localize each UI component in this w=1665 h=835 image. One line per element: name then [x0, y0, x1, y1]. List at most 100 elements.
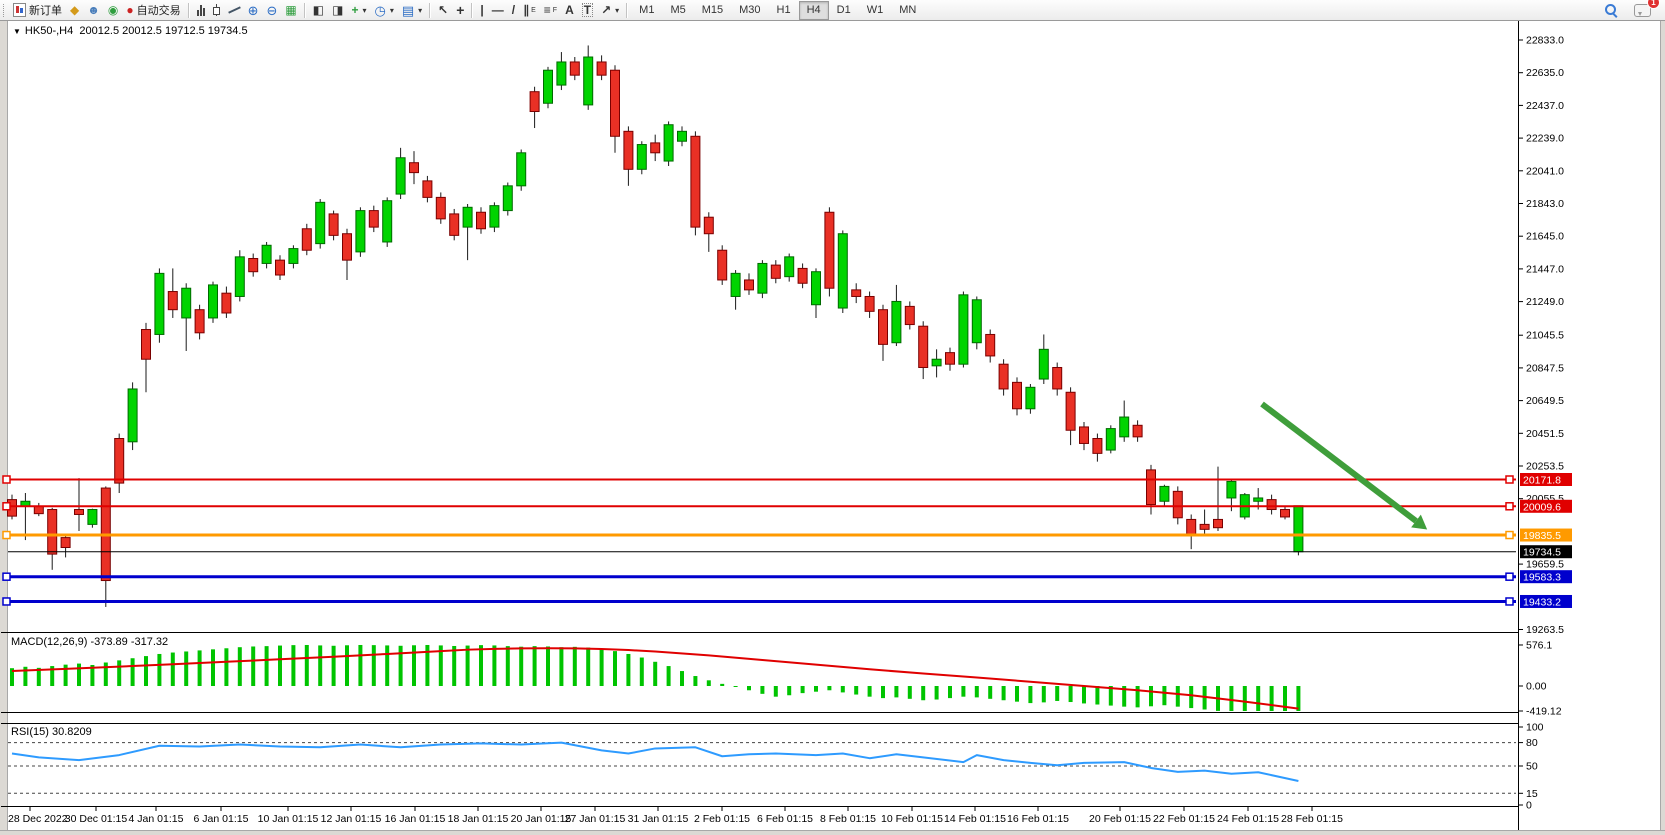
fibonacci-button[interactable]: ≡ F — [543, 3, 558, 17]
autotrade-button[interactable]: ● 自动交易 — [122, 1, 184, 19]
line-anchor[interactable] — [1505, 597, 1514, 606]
notifications-button[interactable]: 1 — [1630, 0, 1660, 19]
window-bottom-border — [0, 830, 1665, 835]
collapse-arrow-icon[interactable]: ▼ — [13, 27, 21, 36]
candlestick-chart-button[interactable] — [209, 1, 224, 19]
chevron-down-icon: ▾ — [418, 5, 423, 15]
date-label: 12 Jan 01:15 — [321, 813, 382, 825]
svg-text:20009.6: 20009.6 — [1523, 501, 1561, 513]
price-line-19835.5[interactable] — [2, 530, 1516, 540]
zoom-out-icon: ⊖ — [266, 2, 278, 18]
timeframe-M5[interactable]: M5 — [670, 4, 686, 16]
svg-text:-419.12: -419.12 — [1526, 706, 1562, 718]
chevron-down-icon: ▾ — [362, 5, 367, 15]
metaeditor-button[interactable]: ◆ — [66, 1, 83, 19]
new-order-button[interactable]: 新订单 — [9, 1, 66, 19]
price-line-19583.3[interactable] — [2, 572, 1516, 581]
date-label: 20 Jan 01:15 — [511, 813, 572, 825]
zoom-in-button[interactable]: ⊕ — [244, 1, 263, 19]
add-indicator-icon: + — [351, 3, 359, 17]
line-anchor[interactable] — [2, 530, 11, 540]
timeframe-W1[interactable]: W1 — [866, 4, 884, 16]
price-line-20009.6[interactable] — [2, 502, 1516, 511]
svg-text:21045.5: 21045.5 — [1526, 330, 1564, 342]
svg-text:21447.0: 21447.0 — [1526, 263, 1564, 275]
chat-bubble-icon — [1634, 3, 1651, 17]
auto-scroll-icon: ◧ — [312, 3, 325, 17]
vertical-line-icon: | — [480, 3, 484, 17]
timeframe-M15[interactable]: M15 — [701, 4, 724, 16]
svg-text:100: 100 — [1526, 722, 1544, 734]
svg-text:20253.5: 20253.5 — [1526, 461, 1564, 473]
price-axis[interactable]: 22833.0 22635.0 22437.0 22239.0 22041.0 21843… — [1518, 35, 1564, 637]
zoom-out-button[interactable]: ⊖ — [263, 1, 282, 19]
autotrade-label: 自动交易 — [136, 5, 181, 17]
price-line-20171.8[interactable] — [2, 475, 1516, 484]
symbol-timeframe: HK50-,H4 — [24, 25, 74, 37]
separator — [626, 2, 629, 18]
trend-arrow[interactable] — [1260, 401, 1428, 530]
line-anchor[interactable] — [2, 475, 11, 484]
auto-scroll-button[interactable]: ◧ — [309, 1, 328, 19]
vertical-line-button[interactable]: | — [476, 1, 487, 19]
rsi-pane: 100 80 50 150 — [8, 722, 1544, 812]
timeframe-MN[interactable]: MN — [899, 4, 917, 16]
line-anchor[interactable] — [1505, 475, 1514, 484]
date-label: 20 Feb 01:15 — [1089, 813, 1151, 825]
zoom-in-icon: ⊕ — [247, 2, 259, 18]
community-button[interactable]: ☻ — [83, 1, 104, 19]
date-label: 30 Dec 01:15 — [65, 813, 128, 825]
timeframe-H1[interactable]: H1 — [776, 4, 791, 16]
search-button[interactable] — [1601, 1, 1622, 19]
line-anchor[interactable] — [1505, 530, 1514, 540]
svg-text:0.00: 0.00 — [1526, 681, 1547, 693]
svg-text:50: 50 — [1526, 761, 1538, 773]
timeframe-H4[interactable]: H4 — [798, 0, 829, 20]
trendline-button[interactable]: / — [508, 1, 519, 19]
price-line-19433.2[interactable] — [2, 597, 1516, 606]
window-right-border — [1660, 21, 1665, 835]
date-label: 24 Feb 01:15 — [1217, 813, 1279, 825]
arrows-button[interactable]: ↗ ▾ — [597, 1, 623, 19]
text-label-button[interactable]: T — [578, 1, 597, 19]
price-tag-19583.3: 19583.3 — [1520, 570, 1572, 584]
community-icon: ☻ — [87, 3, 100, 17]
line-anchor[interactable] — [2, 597, 11, 606]
text-button[interactable]: A — [561, 1, 578, 19]
date-label: 2 Feb 01:15 — [694, 813, 750, 825]
templates-button[interactable]: ▤ ▾ — [398, 1, 426, 19]
periods-button[interactable]: ◷ ▾ — [370, 1, 397, 19]
autotrade-icon: ● — [126, 3, 134, 17]
price-tag-19835.5: 19835.5 — [1520, 528, 1572, 542]
mql5-icon: ◉ — [107, 3, 119, 17]
svg-text:22239.0: 22239.0 — [1526, 133, 1564, 145]
timeframe-M1[interactable]: M1 — [639, 4, 655, 16]
cursor-button[interactable]: ↖ — [434, 1, 452, 19]
channel-button[interactable]: ∥ E — [523, 3, 536, 17]
date-label: 14 Feb 01:15 — [944, 813, 1006, 825]
line-anchor[interactable] — [1505, 572, 1514, 581]
chart-shift-button[interactable]: ◨ — [328, 1, 347, 19]
indicators-button[interactable]: + ▾ — [347, 1, 370, 19]
line-anchor[interactable] — [2, 502, 11, 511]
bars-chart-button[interactable] — [193, 1, 209, 19]
fibonacci-icon: ≡ — [543, 3, 551, 17]
line-chart-button[interactable] — [224, 1, 244, 19]
tile-windows-button[interactable]: ▦ — [281, 1, 300, 19]
horizontal-line-icon: — — [491, 3, 504, 17]
ohlc-values: 20012.5 20012.5 19712.5 19734.5 — [79, 25, 248, 37]
line-anchor[interactable] — [2, 572, 11, 581]
date-label: 28 Feb 01:15 — [1281, 813, 1343, 825]
toolbar-drag-handle[interactable] — [3, 3, 6, 17]
separator — [303, 2, 306, 18]
clock-icon: ◷ — [374, 2, 386, 18]
crosshair-button[interactable]: + — [452, 1, 468, 19]
timeframe-D1[interactable]: D1 — [836, 4, 851, 16]
horizontal-line-button[interactable]: — — [488, 1, 508, 19]
timeframe-M30[interactable]: M30 — [739, 4, 761, 16]
line-anchor[interactable] — [1505, 502, 1514, 511]
svg-text:20649.5: 20649.5 — [1526, 395, 1564, 407]
mql5-button[interactable]: ◉ — [104, 1, 122, 19]
